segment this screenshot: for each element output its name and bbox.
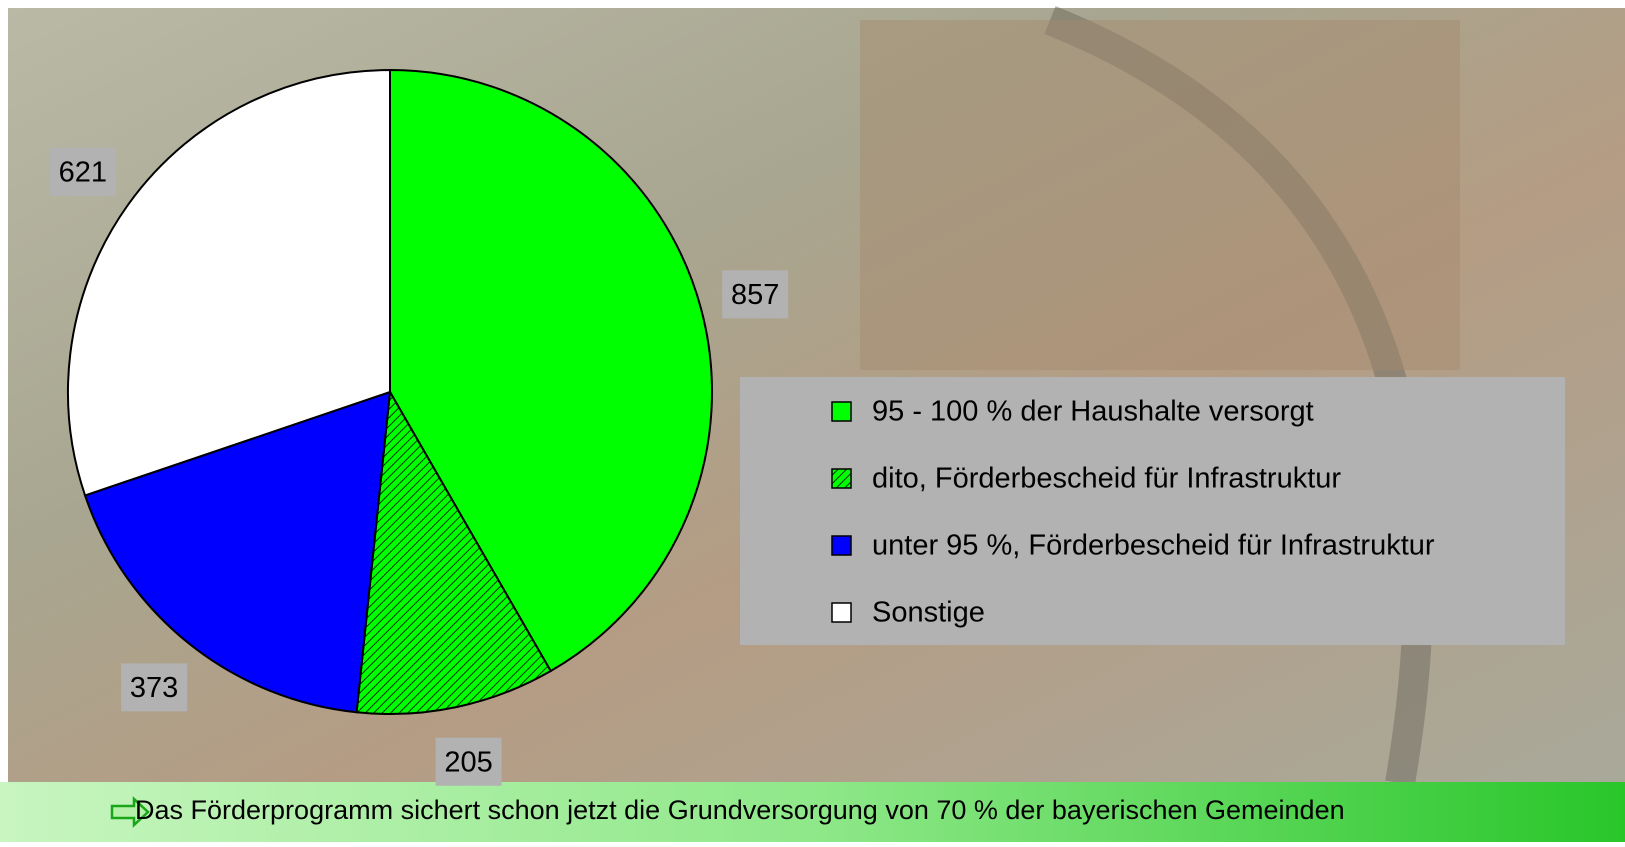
pie (68, 70, 712, 714)
legend-label: 95 - 100 % der Haushalte versorgt (872, 396, 1314, 428)
data-label: 373 (130, 672, 178, 704)
legend-swatch (832, 469, 851, 488)
page: {"chart_data": {"type": "pie", "categori… (0, 0, 1625, 842)
legend-swatch (832, 402, 851, 421)
slide: Das Förderprogramm sichert schon jetzt d… (0, 0, 1625, 842)
data-label: 205 (444, 746, 492, 778)
legend-label: Sonstige (872, 597, 985, 629)
data-label: 857 (731, 279, 779, 311)
photo-wood (860, 20, 1460, 370)
legend-swatch (832, 603, 851, 622)
legend-label: dito, Förderbescheid für Infrastruktur (872, 463, 1341, 495)
footer-text: Das Förderprogramm sichert schon jetzt d… (135, 795, 1345, 825)
legend-swatch (832, 536, 851, 555)
legend-label: unter 95 %, Förderbescheid für Infrastru… (872, 530, 1435, 562)
data-label: 621 (59, 156, 107, 188)
